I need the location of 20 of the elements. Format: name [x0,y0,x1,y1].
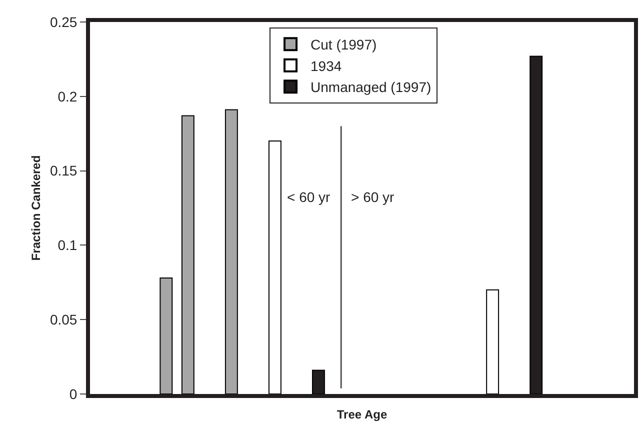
y-tick-label: 0.1 [58,237,78,254]
x-axis-title: Tree Age [336,407,388,422]
annotation: > 60 yr [351,189,395,205]
bar [486,289,500,394]
y-axis-title: Fraction Cankered [28,155,43,261]
y-tick-label: 0.15 [50,162,78,179]
y-tick-label: 0 [69,386,78,402]
bar [312,370,325,394]
y-tick-label: 0.2 [58,88,78,104]
bar [181,115,194,394]
y-tick-label: 0.05 [50,312,78,328]
legend-label: Unmanaged (1997) [310,79,432,96]
bar [268,140,282,394]
legend-label: Cut (1997) [310,36,377,53]
y-tick-label: 0.25 [50,14,78,30]
legend-label: 1934 [310,58,342,74]
annotation: < 60 yr [287,189,331,205]
bar [224,109,238,394]
bar [530,56,543,394]
bar [160,277,173,394]
